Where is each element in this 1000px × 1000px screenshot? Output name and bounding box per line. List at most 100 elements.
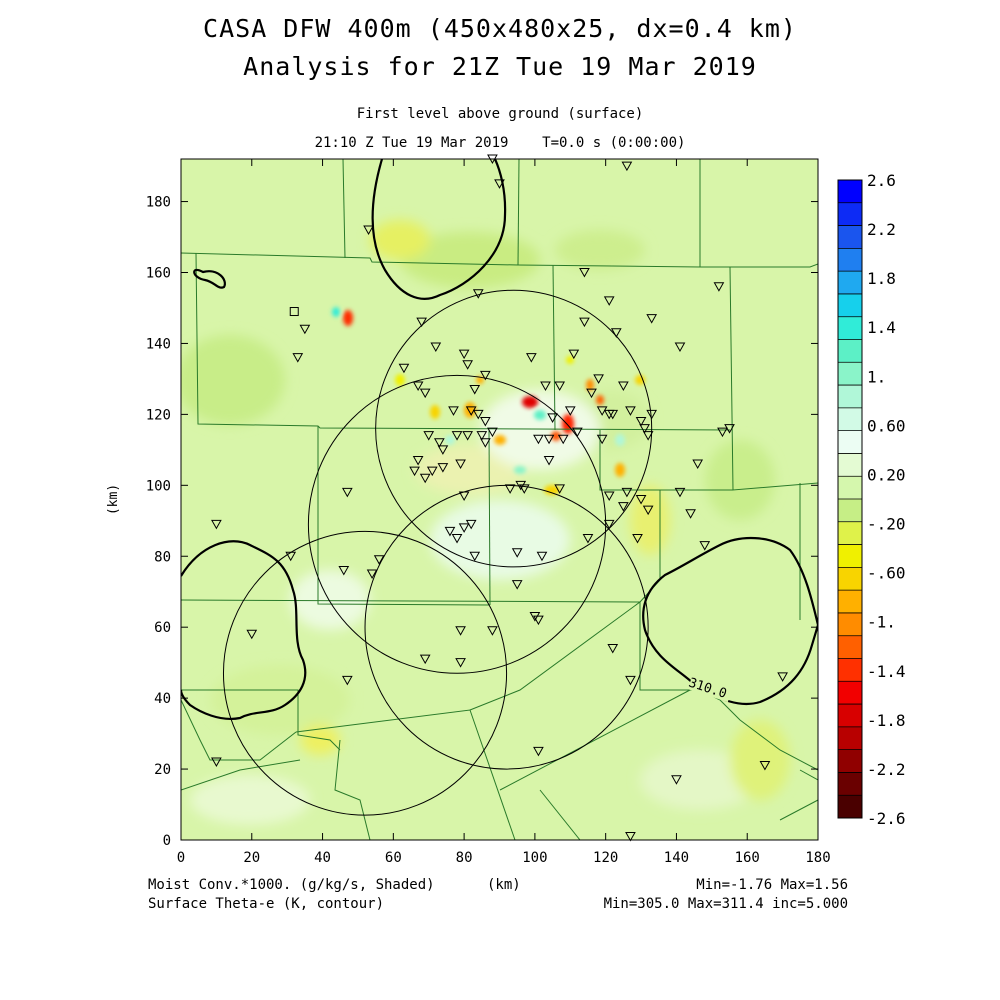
x-tick-label: 0 [177,850,185,866]
station-marker [366,569,378,580]
x-tick-label: 180 [805,850,830,866]
colorbar-swatch [838,362,862,386]
colorbar-label: -1.4 [867,662,906,681]
station-marker [465,519,477,530]
colorbar-swatch [838,726,862,751]
y-tick-label: 180 [146,195,171,211]
colorbar-swatch [838,772,862,796]
colorbar-swatch [838,316,862,340]
station-marker [211,757,222,767]
station-marker [603,491,615,501]
station-marker [363,225,374,235]
station-marker [479,438,491,448]
station-marker [458,523,470,533]
station-marker [533,746,544,757]
station-marker [437,463,449,473]
station-marker [568,349,580,360]
station-marker [373,555,385,565]
station-marker [494,179,505,189]
station-marker [533,434,544,445]
x-tick-label: 80 [456,850,473,866]
station-marker [433,438,445,448]
y-tick-label: 60 [154,620,171,636]
colorbar-swatch [838,225,862,249]
station-marker [603,519,615,530]
colorbar-swatch [838,590,862,614]
colorbar-swatch [838,385,862,409]
station-marker [639,424,650,434]
x-tick-label: 40 [314,850,331,866]
station-marker [455,626,466,636]
y-axis-label: (km) [106,484,121,515]
colorbar-label: 0.20 [867,465,906,484]
station-marker [398,363,410,374]
x-tick-label: 100 [522,850,547,866]
theta-e-contours [181,159,818,720]
station-marker [451,534,463,544]
station-marker [777,672,788,682]
station-marker [430,342,442,353]
station-marker [511,548,523,558]
colorbar-swatch [838,202,862,227]
station-marker [412,455,424,466]
colorbar-label: -1.8 [867,711,906,730]
station-marker [416,317,427,328]
station-marker [451,431,463,441]
station-marker [554,484,566,494]
contour-stats: Min=305.0 Max=311.4 inc=5.000 [603,896,848,912]
colorbar-label: 1.8 [867,269,896,288]
station-marker [724,424,735,434]
station-marker [543,434,555,445]
station-marker [543,455,555,466]
station-marker [504,484,516,494]
y-tick-label: 20 [154,762,171,778]
station-marker [426,466,438,477]
station-marker [412,381,424,392]
y-tick-label: 0 [163,833,171,849]
station-marker [211,519,222,530]
station-marker [632,534,643,544]
axes: 0 20 40 60 80 100 120 140 160 180 0 20 40 60 80 100 120 1… [106,159,831,866]
station-marker [586,388,597,399]
station-marker [341,675,353,686]
station-marker [462,360,474,370]
colorbar-label: 2.2 [867,220,896,239]
y-tick-label: 100 [146,478,171,494]
station-marker [455,459,466,470]
station-marker [603,409,615,420]
chart-subtitle: Analysis for 21Z Tue 19 Mar 2019 [243,52,757,81]
station-marker [607,643,619,654]
station-marker [511,580,523,590]
colorbar-swatch [838,293,862,318]
station-square-marker [289,307,299,317]
colorbar-swatch [838,544,862,568]
radar-ring [307,374,607,674]
x-tick-label: 120 [593,850,618,866]
station-marker [419,388,431,399]
colorbar-label: 1. [867,367,886,386]
axis-unit-label: (km) [487,877,521,893]
station-marker [547,413,558,423]
station-marker [487,626,498,636]
station-marker [596,434,608,445]
colorbar-swatch [838,635,862,659]
y-tick-label: 40 [154,691,171,707]
station-marker [621,161,633,172]
station-marker [674,487,686,498]
station-marker [699,541,711,551]
station-marker [525,353,537,363]
station-marker [409,466,420,477]
colorbar-swatch [838,180,862,204]
colorbar-label: -2.2 [867,760,906,779]
station-marker [713,282,725,292]
station-marker [685,509,696,519]
station-marker [341,487,353,498]
station-marker [671,775,682,785]
radar-ring [375,289,653,568]
station-marker [487,427,498,438]
contour-label-bg [687,675,733,703]
colorbar-swatch [838,499,862,523]
colorbar-swatch [838,339,862,363]
colorbar-swatch [838,453,862,477]
station-marker [759,761,771,771]
